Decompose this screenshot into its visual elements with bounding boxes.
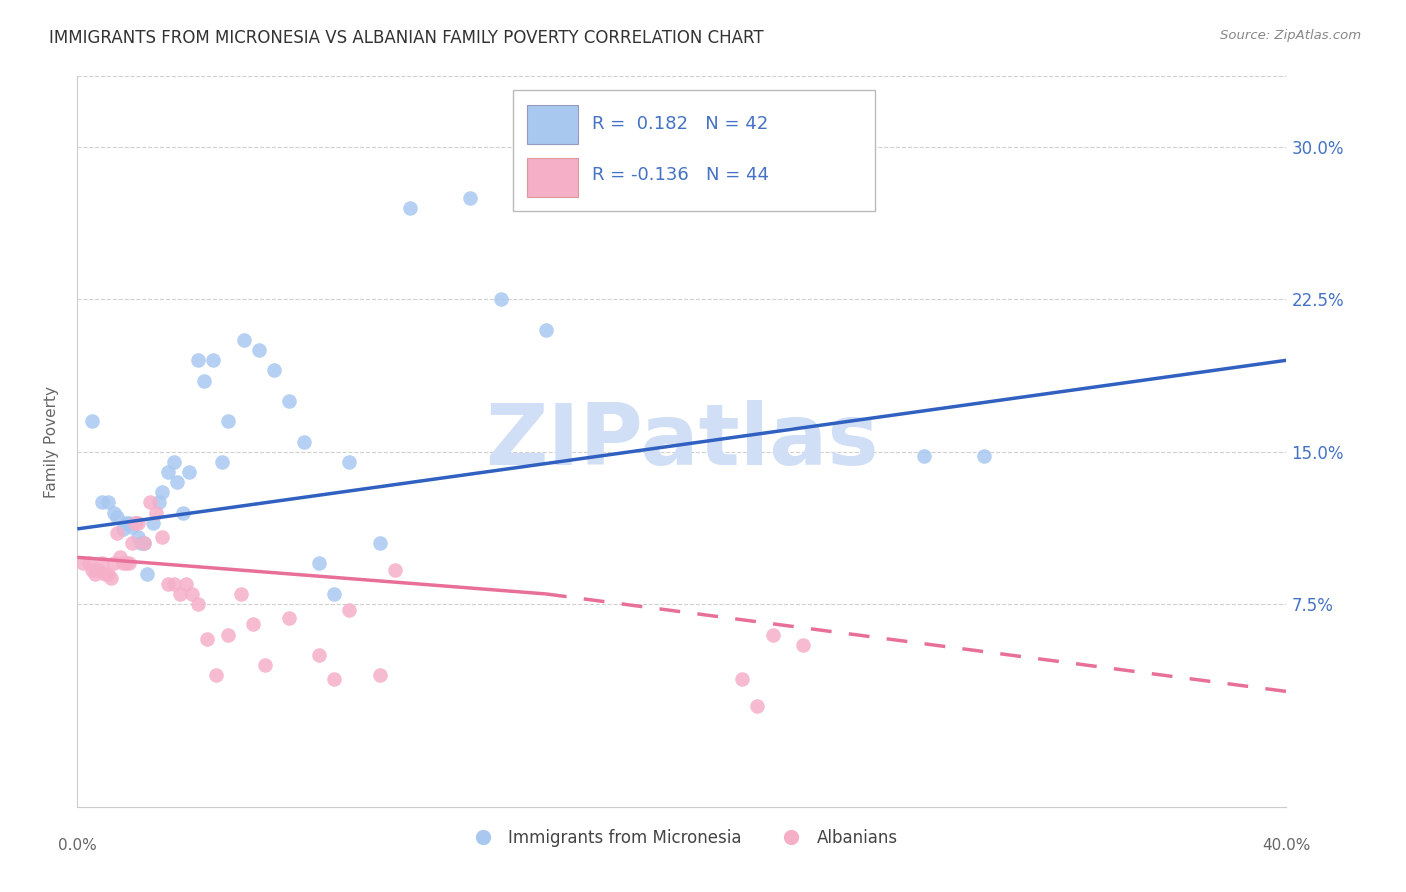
Point <box>323 587 346 601</box>
Point <box>218 627 240 641</box>
Point <box>308 557 330 571</box>
Point <box>337 455 360 469</box>
Point <box>111 522 134 536</box>
Point <box>118 557 141 571</box>
Point <box>247 343 270 358</box>
Point <box>100 571 122 585</box>
Point <box>973 449 995 463</box>
Point <box>105 509 128 524</box>
Point <box>157 576 180 591</box>
Point <box>139 495 162 509</box>
Point <box>384 563 406 577</box>
Point <box>263 363 285 377</box>
Point <box>121 536 143 550</box>
Point <box>135 566 157 581</box>
Point <box>205 668 228 682</box>
Point <box>229 587 252 601</box>
Point <box>142 516 165 530</box>
Point <box>132 536 155 550</box>
Point <box>292 434 315 449</box>
Point <box>232 333 254 347</box>
Point <box>79 557 101 571</box>
Point <box>202 353 225 368</box>
Point <box>114 557 136 571</box>
Point <box>82 563 104 577</box>
Point <box>368 536 391 550</box>
Point <box>84 566 107 581</box>
Point <box>103 557 125 571</box>
Point <box>181 587 204 601</box>
Point <box>150 485 173 500</box>
Point <box>90 495 112 509</box>
Point <box>127 516 149 530</box>
Point <box>195 632 218 646</box>
Point <box>399 201 422 215</box>
Point <box>129 536 152 550</box>
Point <box>278 393 301 408</box>
Text: 0.0%: 0.0% <box>58 838 97 853</box>
Point <box>242 617 264 632</box>
Point <box>762 627 785 641</box>
Point <box>278 611 301 625</box>
Point <box>187 353 209 368</box>
Point <box>87 563 110 577</box>
Point <box>105 526 128 541</box>
Point <box>82 414 104 428</box>
Legend: Immigrants from Micronesia, Albanians: Immigrants from Micronesia, Albanians <box>460 822 904 854</box>
Point <box>90 557 112 571</box>
Point <box>179 465 201 479</box>
Point <box>124 516 146 530</box>
Point <box>163 455 186 469</box>
Point <box>124 516 146 530</box>
Point <box>96 495 118 509</box>
Point <box>96 566 118 581</box>
Point <box>127 530 149 544</box>
Point <box>912 449 935 463</box>
Point <box>163 576 186 591</box>
Point <box>114 516 136 530</box>
Point <box>731 673 754 687</box>
Point <box>166 475 188 490</box>
Y-axis label: Family Poverty: Family Poverty <box>44 385 59 498</box>
Point <box>489 293 512 307</box>
Point <box>211 455 233 469</box>
Point <box>308 648 330 662</box>
Text: IMMIGRANTS FROM MICRONESIA VS ALBANIAN FAMILY POVERTY CORRELATION CHART: IMMIGRANTS FROM MICRONESIA VS ALBANIAN F… <box>49 29 763 46</box>
Point <box>193 374 215 388</box>
Point <box>148 495 170 509</box>
Point <box>218 414 240 428</box>
Point <box>368 668 391 682</box>
Point <box>323 673 346 687</box>
Point <box>169 587 191 601</box>
Point <box>118 516 141 530</box>
Text: ZIPatlas: ZIPatlas <box>485 400 879 483</box>
Point <box>132 536 155 550</box>
Point <box>72 557 94 571</box>
Point <box>187 597 209 611</box>
Point <box>792 638 814 652</box>
Point <box>174 576 197 591</box>
Point <box>534 323 557 337</box>
Point <box>108 550 131 565</box>
Point <box>747 698 769 713</box>
Point <box>253 658 276 673</box>
Point <box>458 191 481 205</box>
Point <box>111 557 134 571</box>
Point <box>337 603 360 617</box>
Point <box>172 506 194 520</box>
Point <box>150 530 173 544</box>
Point <box>121 520 143 534</box>
Point <box>103 506 125 520</box>
Point <box>93 566 115 581</box>
Point <box>145 506 167 520</box>
Text: Source: ZipAtlas.com: Source: ZipAtlas.com <box>1220 29 1361 42</box>
Text: 40.0%: 40.0% <box>1263 838 1310 853</box>
Point <box>157 465 180 479</box>
